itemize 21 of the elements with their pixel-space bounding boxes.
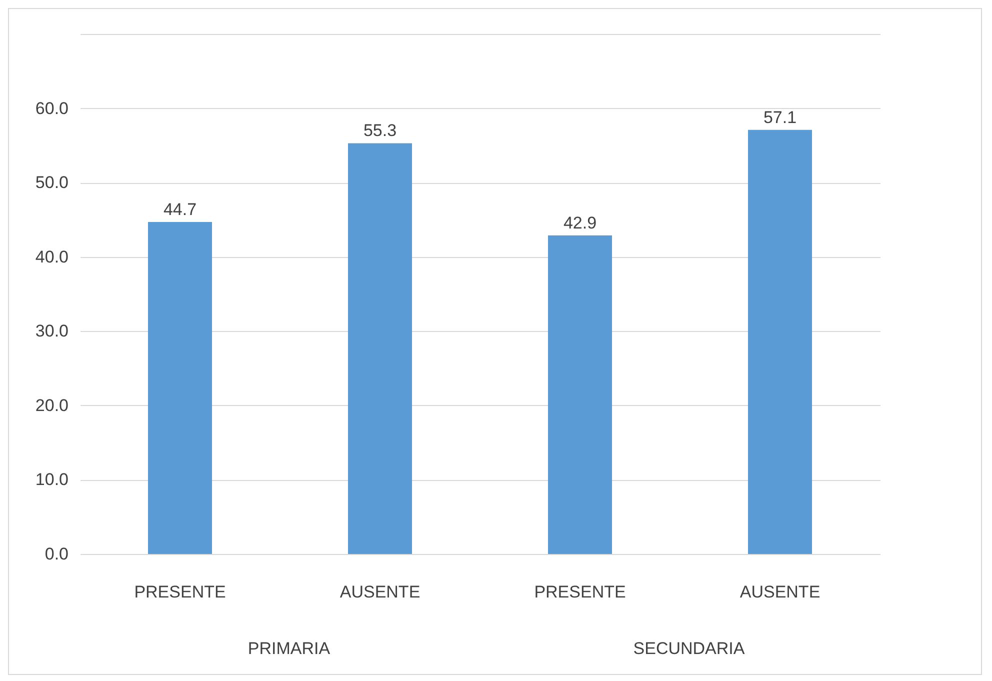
bar bbox=[348, 143, 412, 554]
x-tick-label: PRESENTE bbox=[534, 582, 626, 602]
y-tick-label: 30.0 bbox=[35, 322, 68, 341]
text: SECUNDARIA bbox=[632, 639, 746, 659]
x-tick-label: PRESENTE bbox=[134, 582, 226, 602]
y-tick-label: 10.0 bbox=[35, 470, 68, 490]
data-label: 55.3 bbox=[363, 121, 397, 140]
data-label: 42.9 bbox=[563, 213, 597, 232]
text: PRIMARIA bbox=[246, 639, 332, 659]
bar bbox=[548, 235, 612, 554]
y-tick-label: 0.0 bbox=[44, 544, 68, 564]
data-label: 44.7 bbox=[163, 200, 197, 219]
y-tick-label: 20.0 bbox=[35, 396, 68, 415]
y-tick-label: 60.0 bbox=[35, 98, 68, 118]
x-tick-label: AUSENTE bbox=[340, 582, 420, 602]
y-tick-label: 40.0 bbox=[35, 247, 68, 266]
x-tick-label: AUSENTE bbox=[740, 582, 820, 602]
y-tick-label: 50.0 bbox=[35, 173, 68, 192]
bar bbox=[148, 222, 212, 554]
data-label: 57.1 bbox=[763, 108, 797, 127]
bar bbox=[748, 130, 812, 554]
